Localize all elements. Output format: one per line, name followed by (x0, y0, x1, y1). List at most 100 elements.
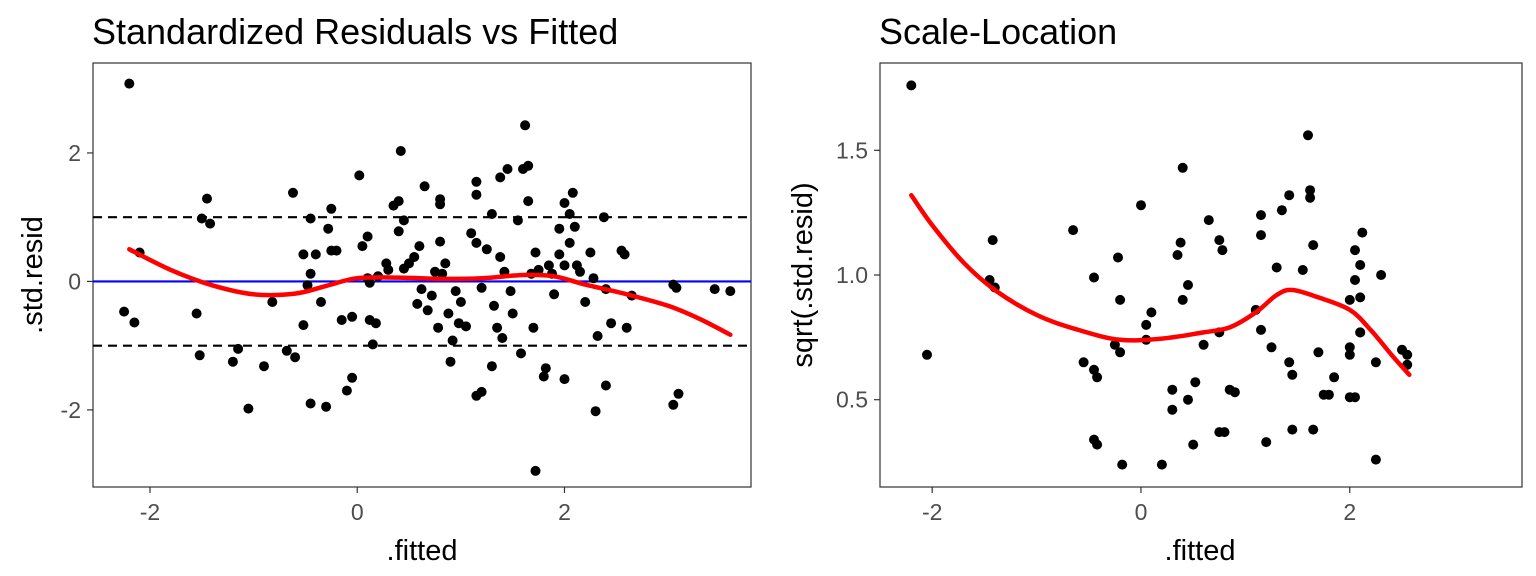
data-point (1109, 339, 1120, 350)
y-tick-label: 2 (68, 140, 81, 166)
smooth-curve (909, 192, 1412, 378)
data-point (725, 286, 736, 297)
data-point (559, 374, 570, 385)
y-tick-label: 1.0 (836, 262, 868, 288)
data-point (585, 247, 596, 258)
data-point (502, 164, 513, 174)
data-point (347, 311, 358, 322)
data-point (987, 235, 998, 246)
x-tick-label: -2 (140, 499, 160, 525)
data-point (598, 212, 609, 223)
data-point (1136, 200, 1146, 211)
data-point (466, 228, 477, 239)
data-point (1376, 270, 1387, 280)
data-point (305, 213, 316, 224)
data-point (1089, 272, 1099, 283)
data-point (671, 282, 682, 293)
data-point (1190, 377, 1201, 388)
data-point (1089, 364, 1099, 375)
data-point (1303, 130, 1313, 141)
data-point (600, 380, 611, 391)
data-point (1229, 387, 1240, 398)
data-point (1256, 230, 1266, 241)
data-point (1344, 294, 1355, 305)
data-point (1167, 384, 1178, 395)
data-point (288, 187, 298, 198)
data-point (1146, 307, 1157, 318)
data-point (1284, 357, 1295, 368)
x-tick-label: 2 (1343, 499, 1356, 525)
data-point (481, 244, 492, 255)
x-tick-label: -2 (922, 499, 942, 525)
data-point (1115, 294, 1126, 305)
data-point (1276, 205, 1287, 216)
data-point (580, 297, 591, 307)
data-point (476, 386, 487, 397)
data-point (554, 249, 565, 260)
data-point (367, 339, 378, 350)
y-tick-label: -2 (61, 397, 81, 423)
data-point (1308, 424, 1319, 435)
data-point (543, 260, 554, 271)
data-point (668, 399, 679, 410)
data-point (1172, 250, 1183, 260)
data-point (1256, 210, 1266, 221)
data-point (357, 241, 368, 252)
data-point (305, 398, 316, 409)
data-point (1117, 459, 1128, 470)
data-point (298, 320, 309, 331)
data-point (471, 176, 482, 187)
data-point (202, 193, 212, 204)
data-point (409, 252, 420, 262)
data-point (1068, 225, 1079, 236)
data-point (354, 170, 365, 181)
data-point (1370, 454, 1381, 465)
data-point (588, 273, 599, 284)
data-point (194, 350, 205, 361)
plot-layer (906, 80, 1413, 470)
data-point (331, 245, 342, 256)
data-point (559, 198, 570, 208)
data-point (1175, 237, 1186, 248)
data-point (1217, 245, 1228, 256)
data-point (443, 308, 454, 319)
data-point (507, 308, 518, 319)
data-point (1198, 339, 1209, 350)
data-point (1287, 424, 1298, 435)
data-point (191, 308, 202, 319)
data-point (1329, 372, 1340, 383)
data-point (321, 401, 332, 412)
data-point (1313, 347, 1324, 358)
data-point (619, 249, 630, 260)
data-point (435, 199, 446, 210)
data-point (471, 189, 482, 200)
data-point (1287, 369, 1298, 380)
data-point (489, 300, 499, 311)
data-point (445, 356, 456, 367)
data-point (567, 187, 578, 198)
data-point (1344, 349, 1355, 360)
data-point (1350, 275, 1360, 285)
x-tick-label: 0 (351, 499, 364, 525)
data-point (530, 465, 541, 476)
data-point (310, 249, 321, 260)
x-tick-label: 0 (1135, 499, 1148, 525)
data-point (606, 318, 617, 329)
data-point (495, 252, 506, 262)
data-point (1219, 427, 1230, 438)
y-tick-label: 0 (68, 268, 81, 294)
data-point (1357, 227, 1368, 238)
x-axis-label: .fitted (387, 535, 458, 567)
y-axis-label: .std.resid (17, 216, 49, 334)
y-tick-label: 0.5 (836, 387, 868, 413)
data-point (564, 209, 575, 219)
data-point (486, 209, 497, 219)
data-point (538, 371, 549, 382)
data-point (129, 317, 140, 328)
data-point (533, 264, 544, 275)
data-point (1344, 342, 1355, 353)
data-point (447, 335, 458, 346)
chart-title: Standardized Residuals vs Fitted (92, 11, 618, 52)
data-point (316, 297, 326, 307)
